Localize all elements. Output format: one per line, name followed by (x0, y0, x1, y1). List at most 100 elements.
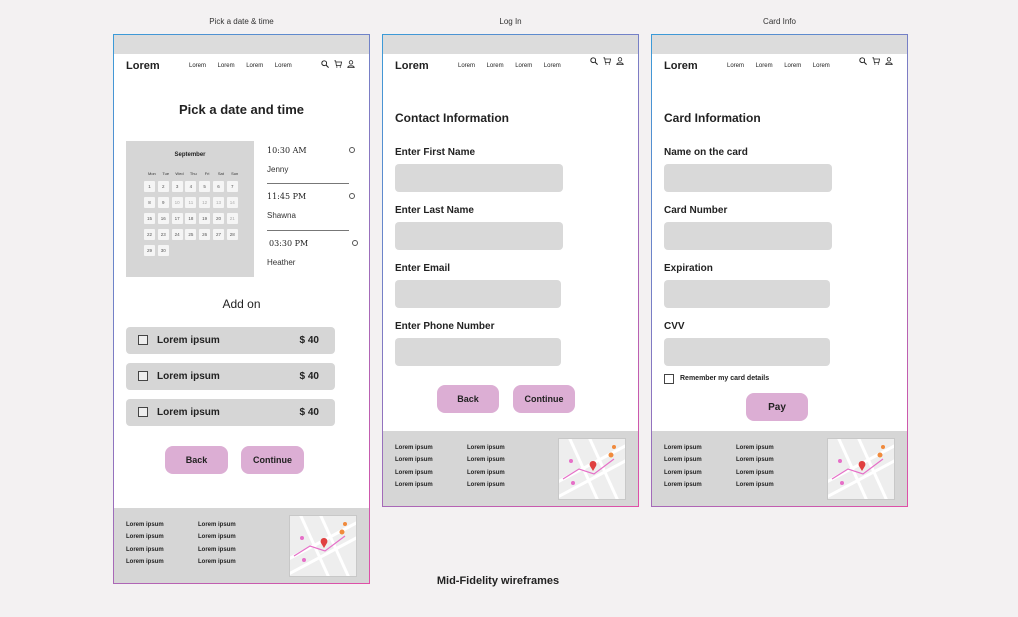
footer-link[interactable]: Lorem ipsum (664, 481, 702, 488)
calendar-day[interactable]: 1 (144, 181, 155, 192)
card-number-input[interactable] (664, 222, 832, 250)
slot-radio[interactable] (349, 147, 355, 153)
nav-link-1[interactable]: Lorem (189, 63, 207, 69)
user-icon[interactable] (616, 57, 624, 65)
addon-item[interactable]: Lorem ipsum $ 40 (126, 399, 335, 426)
footer-link[interactable]: Lorem ipsum (395, 457, 433, 464)
user-icon[interactable] (347, 60, 355, 68)
search-icon[interactable] (321, 60, 329, 68)
footer-link[interactable]: Lorem ipsum (198, 522, 236, 528)
nav-link-3[interactable]: Lorem (246, 63, 264, 69)
addon-checkbox[interactable] (138, 407, 148, 417)
footer-link[interactable]: Lorem ipsum (736, 481, 774, 488)
slot-radio[interactable] (349, 193, 355, 199)
footer-link[interactable]: Lorem ipsum (395, 481, 433, 488)
slot-radio[interactable] (352, 240, 358, 246)
back-button[interactable]: Back (437, 385, 499, 413)
map[interactable] (558, 438, 626, 500)
last-name-input[interactable] (395, 222, 563, 250)
calendar-day[interactable]: 16 (157, 213, 169, 224)
calendar-day[interactable]: 21 (226, 213, 238, 224)
calendar-day[interactable]: 24 (171, 229, 183, 240)
footer-link[interactable]: Lorem ipsum (736, 445, 774, 451)
footer-link[interactable]: Lorem ipsum (395, 469, 433, 476)
footer-link[interactable]: Lorem ipsum (198, 534, 236, 541)
addon-checkbox[interactable] (138, 335, 148, 345)
calendar-day[interactable]: 27 (212, 229, 224, 240)
calendar-day[interactable]: 30 (157, 245, 169, 256)
addon-item[interactable]: Lorem ipsum $ 40 (126, 327, 335, 354)
footer-link[interactable]: Lorem ipsum (736, 469, 774, 476)
calendar-day[interactable]: 3 (171, 181, 183, 192)
calendar-day[interactable]: 26 (199, 229, 211, 240)
cart-icon[interactable] (603, 57, 611, 65)
continue-button[interactable]: Continue (513, 385, 575, 413)
calendar-day[interactable]: 12 (199, 197, 211, 208)
email-input[interactable] (395, 280, 561, 308)
footer-link[interactable]: Lorem ipsum (467, 445, 505, 451)
calendar-day[interactable]: 18 (185, 213, 197, 224)
nav-link-1[interactable]: Lorem (727, 63, 745, 69)
addon-item[interactable]: Lorem ipsum $ 40 (126, 363, 335, 390)
logo[interactable]: Lorem (664, 60, 698, 72)
first-name-input[interactable] (395, 164, 563, 192)
expiration-input[interactable] (664, 280, 830, 308)
footer-link[interactable]: Lorem ipsum (126, 534, 164, 541)
calendar-day[interactable]: 14 (226, 197, 238, 208)
logo[interactable]: Lorem (126, 60, 160, 72)
calendar-day[interactable]: 28 (226, 229, 238, 240)
calendar-day[interactable]: 6 (212, 181, 224, 192)
footer-link[interactable]: Lorem ipsum (198, 546, 236, 553)
footer-link[interactable]: Lorem ipsum (126, 558, 164, 565)
cvv-input[interactable] (664, 338, 830, 366)
footer-link[interactable]: Lorem ipsum (664, 445, 702, 451)
footer-link[interactable]: Lorem ipsum (198, 558, 236, 565)
calendar-day[interactable]: 20 (212, 213, 224, 224)
pay-button[interactable]: Pay (746, 393, 808, 421)
nav-link-4[interactable]: Lorem (274, 63, 292, 69)
nav-link-4[interactable]: Lorem (812, 63, 830, 69)
footer-link[interactable]: Lorem ipsum (395, 445, 433, 451)
footer-link[interactable]: Lorem ipsum (126, 522, 164, 528)
calendar-day[interactable]: 9 (157, 197, 169, 208)
continue-button[interactable]: Continue (241, 446, 304, 474)
addon-checkbox[interactable] (138, 371, 148, 381)
cart-icon[interactable] (334, 60, 342, 68)
phone-input[interactable] (395, 338, 561, 366)
calendar-day[interactable]: 11 (185, 197, 197, 208)
time-slot[interactable]: 10:30 AM Jenny (267, 146, 355, 174)
footer-link[interactable]: Lorem ipsum (736, 457, 774, 464)
calendar-day[interactable]: 22 (144, 229, 155, 240)
calendar-day[interactable]: 17 (171, 213, 183, 224)
remember-checkbox[interactable] (664, 374, 674, 384)
time-slot[interactable]: 03:30 PM Heather (267, 239, 358, 267)
footer-link[interactable]: Lorem ipsum (126, 546, 164, 553)
nav-link-1[interactable]: Lorem (458, 63, 476, 69)
back-button[interactable]: Back (165, 446, 228, 474)
calendar-day[interactable]: 8 (144, 197, 155, 208)
user-icon[interactable] (885, 57, 893, 65)
calendar-day[interactable]: 29 (144, 245, 155, 256)
footer-link[interactable]: Lorem ipsum (467, 457, 505, 464)
nav-link-2[interactable]: Lorem (486, 63, 504, 69)
calendar-day[interactable]: 7 (226, 181, 238, 192)
calendar-day[interactable]: 4 (185, 181, 197, 192)
logo[interactable]: Lorem (395, 60, 429, 72)
calendar-day[interactable]: 19 (199, 213, 211, 224)
calendar-day[interactable]: 23 (157, 229, 169, 240)
calendar-day[interactable]: 2 (157, 181, 169, 192)
footer-link[interactable]: Lorem ipsum (664, 469, 702, 476)
card-name-input[interactable] (664, 164, 832, 192)
map[interactable] (827, 438, 895, 500)
footer-link[interactable]: Lorem ipsum (467, 469, 505, 476)
nav-link-3[interactable]: Lorem (784, 63, 802, 69)
map[interactable] (289, 515, 357, 577)
footer-link[interactable]: Lorem ipsum (467, 481, 505, 488)
search-icon[interactable] (859, 57, 867, 65)
time-slot[interactable]: 11:45 PM Shawna (267, 192, 355, 220)
nav-link-2[interactable]: Lorem (755, 63, 773, 69)
calendar-day[interactable]: 5 (199, 181, 211, 192)
nav-link-2[interactable]: Lorem (217, 63, 235, 69)
calendar-day[interactable]: 25 (185, 229, 197, 240)
footer-link[interactable]: Lorem ipsum (664, 457, 702, 464)
